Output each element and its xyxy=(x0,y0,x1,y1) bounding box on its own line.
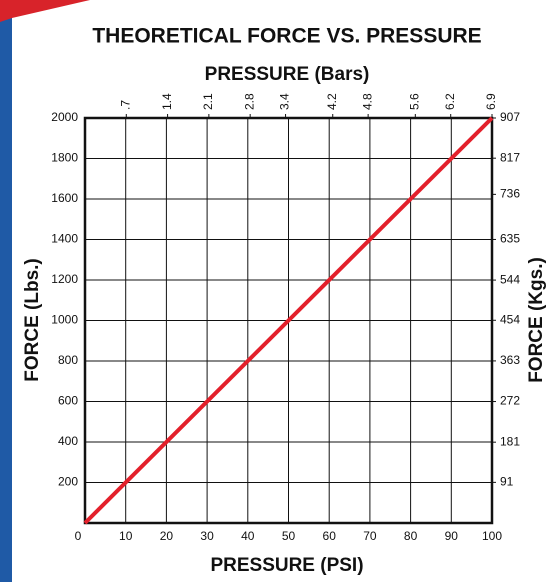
chart-title: THEORETICAL FORCE VS. PRESSURE xyxy=(92,25,481,48)
left-edge xyxy=(0,0,12,582)
x2-tick-label: 1.4 xyxy=(160,93,174,110)
y-tick-label: 2000 xyxy=(51,110,78,124)
x-axis-label: PRESSURE (PSI) xyxy=(210,555,363,576)
y-tick-label: 1200 xyxy=(51,272,78,286)
y-tick-label: 1400 xyxy=(51,232,78,246)
y-tick-label: 1800 xyxy=(51,151,78,165)
x-tick-label: 0 xyxy=(75,529,82,543)
x-tick-label: 50 xyxy=(282,529,296,543)
y-tick-label: 1600 xyxy=(51,191,78,205)
y-axis-label: FORCE (Lbs.) xyxy=(22,258,43,382)
x-tick-label: 90 xyxy=(445,529,459,543)
x-tick-label: 20 xyxy=(160,529,174,543)
x-tick-label: 100 xyxy=(482,529,502,543)
corner-stripe xyxy=(0,0,90,22)
y2-tick-label: 544 xyxy=(500,272,520,286)
y2-tick-label: 272 xyxy=(500,394,520,408)
x2-axis-label: PRESSURE (Bars) xyxy=(205,64,370,85)
y2-tick-label: 181 xyxy=(500,434,520,448)
x-tick-label: 80 xyxy=(404,529,418,543)
x-tick-label: 70 xyxy=(363,529,377,543)
data-line xyxy=(83,116,494,525)
x2-tick-label: 3.4 xyxy=(278,93,292,110)
y2-tick-label: 454 xyxy=(500,312,520,326)
x-tick-label: 40 xyxy=(241,529,255,543)
x2-tick-label: 5.6 xyxy=(407,93,421,110)
y2-tick-label: 363 xyxy=(500,353,520,367)
x2-tick-label: 6.9 xyxy=(484,93,498,110)
x2-tick-label: 4.8 xyxy=(360,93,374,110)
y-tick-label: 400 xyxy=(58,434,78,448)
y-tick-label: 600 xyxy=(58,394,78,408)
y2-tick-label: 736 xyxy=(500,187,520,201)
y2-tick-label: 635 xyxy=(500,232,520,246)
y2-tick-label: 91 xyxy=(500,475,514,489)
y-tick-label: 800 xyxy=(58,353,78,367)
x2-tick-label: 2.8 xyxy=(242,93,256,110)
x-tick-label: 10 xyxy=(119,529,133,543)
y2-axis-label: FORCE (Kgs.) xyxy=(526,257,547,383)
y-tick-label: 200 xyxy=(58,475,78,489)
y2-tick-label: 907 xyxy=(500,110,520,124)
x2-tick-label: 4.2 xyxy=(325,93,339,110)
plot-frame xyxy=(83,116,494,525)
x2-tick-label: 2.1 xyxy=(201,93,215,110)
x-tick-label: 30 xyxy=(200,529,214,543)
x2-tick-label: .7 xyxy=(118,100,132,110)
y-tick-label: 1000 xyxy=(51,313,78,327)
y2-tick-label: 817 xyxy=(500,150,520,164)
x-tick-label: 60 xyxy=(323,529,337,543)
x2-tick-label: 6.2 xyxy=(443,93,457,110)
